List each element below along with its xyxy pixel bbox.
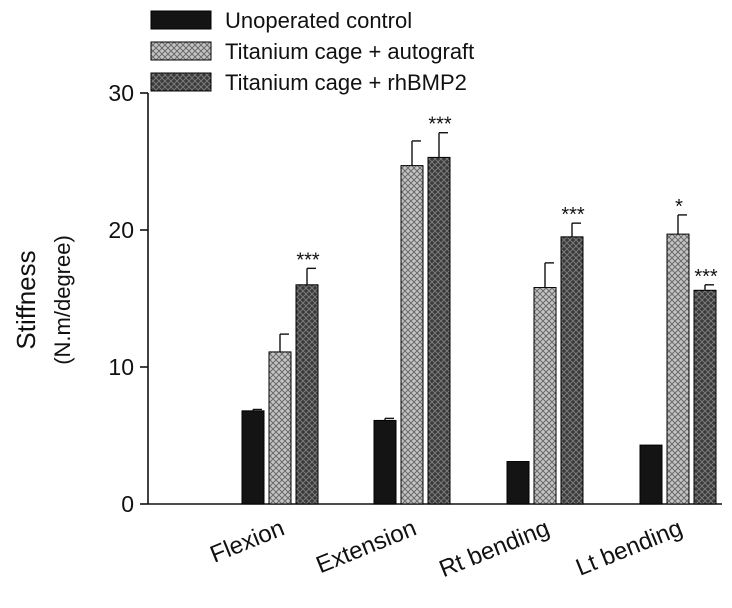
x-category-label: Extension [312, 515, 420, 580]
y-axis-unit: (N.m/degree) [50, 235, 75, 365]
bar-autograft [533, 287, 557, 505]
y-tick-label: 20 [108, 217, 134, 243]
legend-swatch-unoperated [150, 10, 212, 30]
bar-rhbmp2 [560, 236, 584, 505]
bar-unoperated [241, 410, 265, 505]
x-category-label: Rt bending [435, 515, 553, 584]
y-tick-label: 30 [108, 80, 134, 106]
x-category-label: Flexion [206, 515, 288, 569]
bar-rhbmp2 [693, 289, 717, 505]
bars: ********* **** [241, 114, 718, 505]
legend-label-autograft: Titanium cage + autograft [225, 39, 474, 64]
y-axis-title: Stiffness (N.m/degree) [11, 235, 75, 365]
y-axis-ticks: 0 10 20 30 [108, 80, 148, 517]
bar-unoperated [639, 444, 663, 505]
bar-rhbmp2 [295, 284, 319, 505]
bar-unoperated [506, 461, 530, 505]
legend-item-unoperated: Unoperated control [150, 8, 412, 33]
legend-item-rhbmp2: Titanium cage + rhBMP2 [150, 70, 467, 95]
significance-marker: *** [694, 266, 718, 288]
legend-swatch-rhbmp2 [150, 72, 212, 92]
legend-label-unoperated: Unoperated control [225, 8, 412, 33]
x-axis-category-labels: Flexion Extension Rt bending Lt bending [206, 515, 686, 584]
significance-marker: * [675, 196, 683, 218]
bar-autograft [666, 233, 690, 505]
legend-swatch-autograft [150, 41, 212, 61]
bar-autograft [400, 165, 424, 505]
significance-marker: *** [296, 249, 320, 271]
bar-rhbmp2 [427, 156, 451, 505]
bar-unoperated [373, 419, 397, 505]
significance-marker: *** [428, 114, 452, 136]
legend-item-autograft: Titanium cage + autograft [150, 39, 474, 64]
legend-label-rhbmp2: Titanium cage + rhBMP2 [225, 70, 467, 95]
significance-marker: *** [561, 204, 585, 226]
bar-autograft [268, 351, 292, 505]
y-tick-label: 10 [108, 354, 134, 380]
x-category-label: Lt bending [572, 515, 686, 582]
y-tick-label: 0 [121, 491, 134, 517]
y-axis-label: Stiffness [11, 250, 41, 349]
legend: Unoperated control Titanium cage + autog… [150, 8, 474, 95]
